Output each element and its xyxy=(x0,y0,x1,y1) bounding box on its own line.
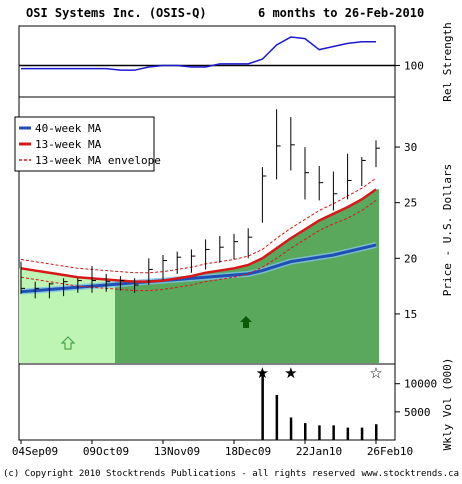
price-tick-label: 20 xyxy=(404,252,417,265)
volume-bar xyxy=(375,424,378,440)
legend-label-40-week-ma: 40-week MA xyxy=(35,122,102,135)
axis-layer: 100 15 20 25 30 5000 10000 04Sep09 09Oct09 13Nov0… xyxy=(12,59,437,458)
legend-box xyxy=(14,116,155,172)
legend: 40-week MA 13-week MA 13-week MA envelop… xyxy=(14,116,161,172)
rel-strength-panel xyxy=(18,25,396,98)
volume-tick-label: 10000 xyxy=(404,378,437,391)
volume-bar xyxy=(346,427,350,440)
trend-up-outline-arrow-icon xyxy=(60,336,76,350)
ma-13-week-envelope-upper xyxy=(20,177,377,274)
date-tick-label: 22Jan10 xyxy=(296,445,342,458)
trend-up-filled-arrow-icon xyxy=(240,316,252,328)
ma-13-week-line xyxy=(20,188,377,283)
date-tick-label: 26Feb10 xyxy=(367,445,413,458)
date-tick-label: 09Oct09 xyxy=(83,445,129,458)
date-tick-label: 13Nov09 xyxy=(154,445,200,458)
legend-label-13-week-ma: 13-week MA xyxy=(35,138,102,151)
rel-strength-line xyxy=(21,36,376,71)
legend-label-13-week-ma-envelope: 13-week MA envelope xyxy=(35,154,161,167)
date-tick-label: 18Dec09 xyxy=(225,445,271,458)
volume-bar xyxy=(318,425,321,440)
volume-star-marker: ★ xyxy=(256,364,269,382)
date-tick-label: 04Sep09 xyxy=(12,445,58,458)
volume-panel xyxy=(18,363,396,441)
ma-13-week-envelope-lower xyxy=(20,200,377,292)
rel-strength-tick-label: 100 xyxy=(404,59,424,72)
volume-layer: ★ ★ ☆ xyxy=(256,364,383,440)
volume-bar xyxy=(304,423,307,440)
volume-bar xyxy=(332,425,335,440)
rel-strength-layer xyxy=(19,36,395,71)
volume-bar xyxy=(289,417,293,440)
price-layer xyxy=(19,109,380,363)
footer-site: www.stocktrends.ca xyxy=(361,469,459,479)
price-tick-label: 15 xyxy=(404,308,417,321)
rel-strength-axis-title: Rel Strength xyxy=(441,22,454,101)
price-tick-label: 30 xyxy=(404,141,417,154)
price-axis-title: Price - U.S. Dollars xyxy=(441,164,454,296)
volume-star-marker: ☆ xyxy=(369,364,382,382)
volume-tick-label: 5000 xyxy=(404,406,431,419)
volume-bar xyxy=(360,427,364,440)
ma-40-week-line xyxy=(20,243,377,294)
price-tick-label: 25 xyxy=(404,197,417,210)
volume-bar xyxy=(261,370,264,440)
chart-title-company: OSI Systems Inc. (OSIS-Q) xyxy=(26,6,207,20)
chart-title-period: 6 months to 26-Feb-2010 xyxy=(258,6,424,20)
footer-copyright: (c) Copyright 2010 Stocktrends Publicati… xyxy=(3,469,355,479)
volume-axis-title: Wkly Vol (000) xyxy=(441,358,454,451)
volume-star-marker: ★ xyxy=(284,364,297,382)
volume-bar xyxy=(275,394,279,440)
